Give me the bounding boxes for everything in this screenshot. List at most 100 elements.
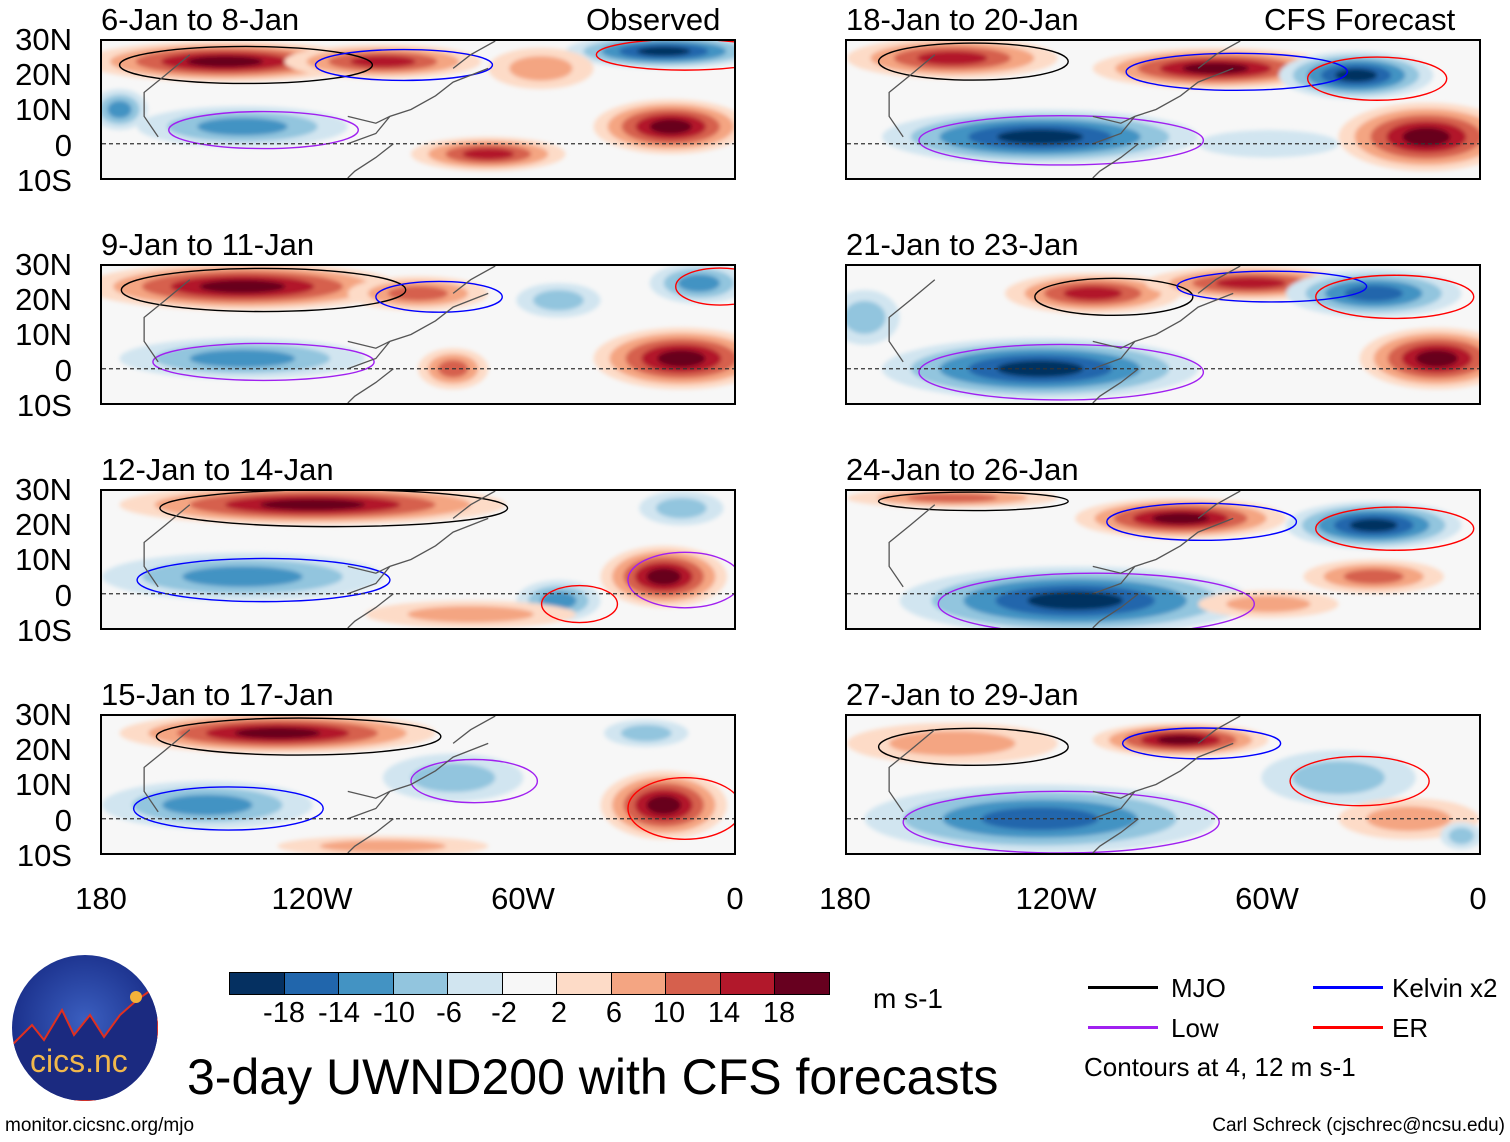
lon-label: 180 bbox=[75, 881, 127, 916]
contour-line bbox=[160, 491, 508, 527]
lon-label: 180 bbox=[819, 881, 871, 916]
westerly-anomaly-region bbox=[199, 280, 286, 294]
contour-line bbox=[879, 43, 1069, 80]
contour-line bbox=[542, 586, 618, 623]
colorbar-tick-label: 2 bbox=[550, 997, 568, 1029]
anomaly-map-panel bbox=[845, 264, 1481, 405]
lat-label: 0 bbox=[54, 352, 72, 388]
anomaly-map-panel bbox=[100, 39, 736, 180]
contour-line bbox=[1177, 271, 1367, 302]
legend-kelvin-line bbox=[1313, 986, 1383, 989]
easterly-anomaly-region bbox=[107, 100, 132, 119]
easterly-anomaly-region bbox=[1292, 761, 1385, 795]
panel-title: 18-Jan to 20-Jan bbox=[846, 2, 1079, 37]
easterly-anomaly-region bbox=[189, 349, 296, 368]
contour-line bbox=[938, 573, 1254, 628]
lon-label: 120W bbox=[1015, 881, 1097, 916]
contour-line bbox=[879, 492, 1069, 510]
easterly-anomaly-region bbox=[540, 591, 577, 610]
easterly-anomaly-region bbox=[162, 794, 253, 816]
easterly-anomaly-region bbox=[636, 46, 691, 56]
colorbar-swatch bbox=[666, 973, 721, 994]
contour-line bbox=[596, 41, 734, 70]
coastline bbox=[889, 716, 1240, 853]
lon-label: 60W bbox=[1235, 881, 1299, 916]
westerly-anomaly-region bbox=[387, 286, 449, 301]
contour-line bbox=[1308, 57, 1447, 100]
westerly-anomaly-region bbox=[1402, 127, 1451, 147]
lat-label: 30N bbox=[15, 697, 72, 732]
lon-label: 0 bbox=[1469, 881, 1487, 916]
contour-line bbox=[628, 778, 734, 840]
legend-er-line bbox=[1313, 1026, 1383, 1029]
anomaly-map-panel bbox=[845, 489, 1481, 630]
anomaly-map-panel bbox=[100, 489, 736, 630]
contour-line bbox=[676, 268, 734, 305]
legend-er: ER bbox=[1392, 1013, 1429, 1043]
contour-line bbox=[411, 759, 537, 802]
westerly-anomaly-region bbox=[319, 839, 447, 853]
westerly-anomaly-region bbox=[186, 55, 264, 68]
westerly-anomaly-region bbox=[646, 795, 682, 815]
anomaly-map-panel bbox=[845, 39, 1481, 180]
cfs-forecast-label: CFS Forecast bbox=[1264, 2, 1456, 37]
lat-label: 0 bbox=[54, 127, 72, 163]
westerly-anomaly-region bbox=[907, 493, 998, 503]
easterly-anomaly-region bbox=[533, 289, 584, 311]
easterly-anomaly-region bbox=[620, 724, 672, 742]
colorbar-swatch bbox=[393, 973, 448, 994]
coastline bbox=[144, 41, 495, 178]
westerly-anomaly-region bbox=[889, 731, 1016, 756]
colorbar-tick-label: -10 bbox=[373, 997, 415, 1029]
source-url[interactable]: monitor.cicsnc.org/mjo bbox=[5, 1115, 195, 1136]
colorbar-tick-label: -2 bbox=[491, 997, 517, 1029]
easterly-anomaly-region bbox=[1335, 68, 1378, 82]
mountain-graphic bbox=[12, 983, 158, 1101]
colorbar-swatch bbox=[339, 973, 394, 994]
easterly-anomaly-region bbox=[656, 497, 707, 519]
contour-line bbox=[137, 558, 390, 601]
contour-line bbox=[1035, 278, 1193, 315]
colorbar-tick-label: 6 bbox=[605, 997, 623, 1029]
legend-low: Low bbox=[1171, 1013, 1219, 1043]
contour-line bbox=[120, 46, 373, 83]
westerly-anomaly-region bbox=[1415, 350, 1458, 367]
contour-line bbox=[1126, 53, 1347, 90]
logo-text: cics.nc bbox=[30, 1043, 128, 1079]
contour-line bbox=[376, 281, 502, 312]
colorbar-swatch bbox=[557, 973, 612, 994]
coastline bbox=[889, 41, 1240, 178]
westerly-anomaly-region bbox=[1343, 569, 1404, 584]
westerly-anomaly-region bbox=[1151, 512, 1210, 525]
lat-label: 30N bbox=[15, 22, 72, 57]
colorbar-tick-label: -6 bbox=[436, 997, 462, 1029]
panel-title: 15-Jan to 17-Jan bbox=[101, 677, 334, 712]
anomaly-map-panel bbox=[100, 264, 736, 405]
colorbar-tick-label: -18 bbox=[263, 997, 305, 1029]
easterly-anomaly-region bbox=[997, 129, 1084, 145]
westerly-anomaly-region bbox=[407, 606, 534, 623]
westerly-anomaly-region bbox=[917, 51, 988, 65]
westerly-anomaly-region bbox=[649, 119, 692, 135]
contour-line bbox=[134, 787, 324, 830]
contour-line bbox=[879, 728, 1069, 765]
contour-line bbox=[628, 552, 734, 607]
lat-label: 30N bbox=[15, 247, 72, 282]
easterly-anomaly-region bbox=[847, 300, 886, 334]
lat-label: 0 bbox=[54, 577, 72, 613]
colorbar-tick-label: 18 bbox=[762, 997, 796, 1029]
anomaly-map-panel bbox=[100, 714, 736, 855]
easterly-anomaly-region bbox=[997, 360, 1084, 378]
easterly-anomaly-region bbox=[1027, 591, 1124, 610]
panel-title: 24-Jan to 26-Jan bbox=[846, 452, 1079, 487]
author-credit: Carl Schreck (cjschrec@ncsu.edu) bbox=[1212, 1115, 1505, 1136]
colorbar-swatch bbox=[230, 973, 285, 994]
westerly-anomaly-region bbox=[509, 56, 573, 81]
lon-label: 120W bbox=[271, 881, 353, 916]
contour-line bbox=[1123, 728, 1281, 759]
easterly-anomaly-region bbox=[677, 274, 720, 292]
coastline bbox=[144, 491, 495, 628]
lat-label: 10N bbox=[15, 92, 72, 128]
colorbar-tick-label: 14 bbox=[707, 997, 741, 1029]
